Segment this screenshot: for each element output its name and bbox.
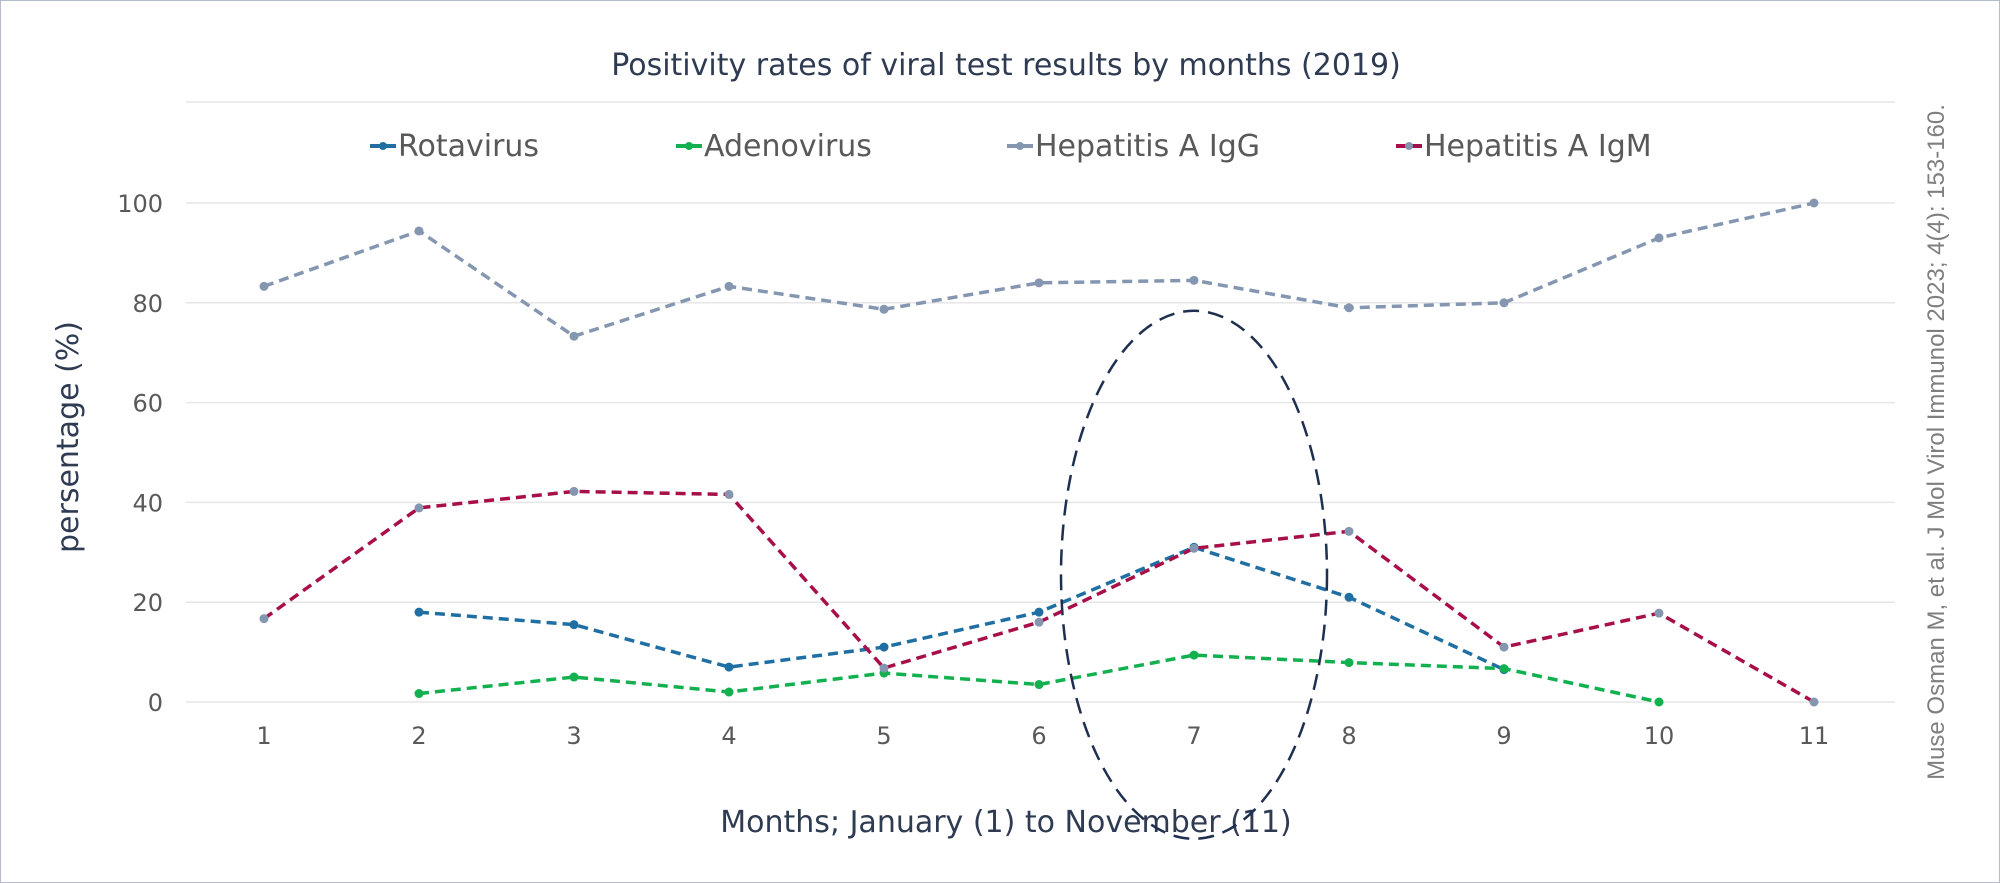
series-lines bbox=[259, 198, 1819, 707]
legend-swatch-marker bbox=[379, 142, 387, 150]
data-point bbox=[569, 620, 579, 630]
x-axis-title: Months; January (1) to November (11) bbox=[720, 805, 1291, 840]
y-tick-label: 80 bbox=[132, 290, 163, 318]
x-tick-label: 8 bbox=[1341, 722, 1356, 750]
data-point bbox=[1654, 608, 1664, 618]
data-point bbox=[724, 489, 734, 499]
data-point bbox=[1344, 658, 1354, 668]
source-citation: Muse Osman M, et al. J Mol Virol Immunol… bbox=[1923, 104, 1950, 780]
x-axis-ticks: 1 2 3 4 5 6 7 8 9 10 11 bbox=[256, 722, 1829, 750]
x-tick-label: 11 bbox=[1799, 722, 1830, 750]
series-hepatitis-a-igm bbox=[259, 486, 1819, 707]
data-point bbox=[724, 662, 734, 672]
series-line bbox=[418, 653, 1660, 704]
series-adenovirus bbox=[414, 650, 1664, 707]
data-point bbox=[1344, 592, 1354, 602]
legend: Rotavirus Adenovirus Hepatitis A IgG Hepati… bbox=[370, 129, 1652, 164]
data-point bbox=[1034, 617, 1044, 627]
data-point bbox=[879, 304, 889, 314]
data-point bbox=[1499, 664, 1509, 674]
data-point bbox=[259, 281, 269, 291]
legend-label: Rotavirus bbox=[398, 129, 539, 164]
data-point bbox=[724, 281, 734, 291]
series-hepatitis-a-igg bbox=[259, 198, 1819, 341]
data-point bbox=[414, 689, 424, 699]
y-tick-label: 20 bbox=[132, 589, 163, 617]
data-point bbox=[1499, 642, 1509, 652]
legend-swatch-marker bbox=[685, 142, 693, 150]
data-point bbox=[724, 687, 734, 697]
data-point bbox=[259, 614, 269, 624]
data-point bbox=[414, 226, 424, 236]
data-point bbox=[1344, 526, 1354, 536]
series-line bbox=[263, 201, 1815, 338]
legend-label: Hepatitis A IgM bbox=[1424, 129, 1652, 164]
data-point bbox=[1034, 680, 1044, 690]
data-point bbox=[1034, 278, 1044, 288]
x-tick-label: 10 bbox=[1644, 722, 1675, 750]
annotations bbox=[1059, 309, 1329, 841]
y-axis-ticks: 0 20 40 60 80 100 bbox=[117, 190, 163, 717]
data-point bbox=[569, 672, 579, 682]
y-tick-label: 40 bbox=[132, 489, 163, 517]
data-point bbox=[1499, 298, 1509, 308]
legend-item: Hepatitis A IgG bbox=[1007, 129, 1260, 164]
data-point bbox=[414, 607, 424, 617]
x-tick-label: 1 bbox=[256, 722, 271, 750]
data-point bbox=[1344, 303, 1354, 313]
y-axis-title: persentage (%) bbox=[51, 321, 86, 553]
data-point bbox=[1809, 198, 1819, 208]
data-point bbox=[1809, 697, 1819, 707]
series-rotavirus bbox=[414, 542, 1509, 675]
data-point bbox=[879, 642, 889, 652]
data-point bbox=[1654, 233, 1664, 243]
y-tick-label: 60 bbox=[132, 390, 163, 418]
x-tick-label: 7 bbox=[1186, 722, 1201, 750]
legend-item: Rotavirus bbox=[370, 129, 539, 164]
data-point bbox=[569, 331, 579, 341]
highlight-circle bbox=[1059, 309, 1329, 841]
gridlines bbox=[186, 101, 1895, 703]
legend-item: Hepatitis A IgM bbox=[1396, 129, 1652, 164]
legend-label: Hepatitis A IgG bbox=[1035, 129, 1260, 164]
y-tick-label: 0 bbox=[148, 689, 163, 717]
x-tick-label: 6 bbox=[1031, 722, 1046, 750]
data-point bbox=[879, 663, 889, 673]
x-tick-label: 2 bbox=[411, 722, 426, 750]
x-tick-label: 5 bbox=[876, 722, 891, 750]
series-line bbox=[262, 489, 1815, 704]
series-line bbox=[418, 545, 1505, 672]
y-tick-label: 100 bbox=[117, 190, 163, 218]
data-point bbox=[1189, 543, 1199, 553]
data-point bbox=[1654, 697, 1664, 707]
data-point bbox=[1189, 650, 1199, 660]
chart-title: Positivity rates of viral test results b… bbox=[611, 48, 1401, 83]
data-point bbox=[1034, 607, 1044, 617]
legend-swatch-marker bbox=[1405, 142, 1413, 150]
data-point bbox=[1189, 275, 1199, 285]
legend-label: Adenovirus bbox=[704, 129, 872, 164]
data-point bbox=[569, 486, 579, 496]
legend-swatch-marker bbox=[1016, 142, 1024, 150]
x-tick-label: 9 bbox=[1496, 722, 1511, 750]
data-point bbox=[414, 503, 424, 513]
legend-item: Adenovirus bbox=[676, 129, 872, 164]
x-tick-label: 3 bbox=[566, 722, 581, 750]
x-tick-label: 4 bbox=[721, 722, 736, 750]
